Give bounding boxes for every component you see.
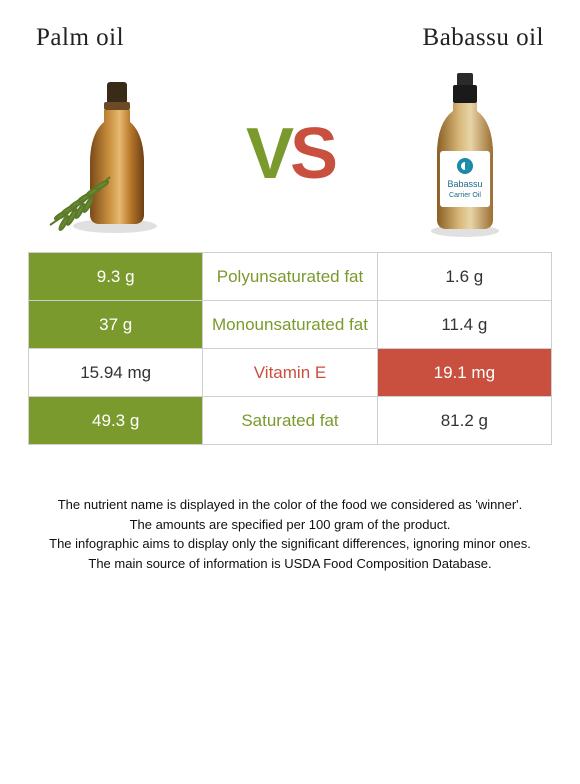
left-value: 9.3 g xyxy=(29,253,203,301)
right-value: 1.6 g xyxy=(377,253,551,301)
vs-label: VS xyxy=(246,118,334,190)
footer-line: The amounts are specified per 100 gram o… xyxy=(32,515,548,535)
svg-text:Babassu: Babassu xyxy=(447,179,482,189)
herb-sprig-icon xyxy=(40,165,120,235)
nutrient-name: Saturated fat xyxy=(203,397,377,445)
nutrient-name: Vitamin E xyxy=(203,349,377,397)
left-title: Palm oil xyxy=(36,24,124,52)
left-image xyxy=(40,69,190,239)
image-row: VS Babassu Carrier Oil xyxy=(28,64,552,244)
table-row: 49.3 gSaturated fat81.2 g xyxy=(29,397,552,445)
right-value: 81.2 g xyxy=(377,397,551,445)
left-value: 49.3 g xyxy=(29,397,203,445)
babassu-oil-bottle-icon: Babassu Carrier Oil xyxy=(415,69,515,239)
table-row: 9.3 gPolyunsaturated fat1.6 g xyxy=(29,253,552,301)
footer-line: The nutrient name is displayed in the co… xyxy=(32,495,548,515)
right-value: 11.4 g xyxy=(377,301,551,349)
svg-text:Carrier Oil: Carrier Oil xyxy=(449,192,481,199)
nutrient-name: Polyunsaturated fat xyxy=(203,253,377,301)
right-title: Babassu oil xyxy=(423,24,544,52)
nutrient-name: Monounsaturated fat xyxy=(203,301,377,349)
footer-line: The main source of information is USDA F… xyxy=(32,554,548,574)
footer-notes: The nutrient name is displayed in the co… xyxy=(28,495,552,573)
left-value: 37 g xyxy=(29,301,203,349)
right-image: Babassu Carrier Oil xyxy=(390,69,540,239)
right-value: 19.1 mg xyxy=(377,349,551,397)
table-row: 37 gMonounsaturated fat11.4 g xyxy=(29,301,552,349)
table-row: 15.94 mgVitamin E19.1 mg xyxy=(29,349,552,397)
title-row: Palm oil Babassu oil xyxy=(28,24,552,52)
nutrient-table: 9.3 gPolyunsaturated fat1.6 g37 gMonouns… xyxy=(28,252,552,445)
left-value: 15.94 mg xyxy=(29,349,203,397)
footer-line: The infographic aims to display only the… xyxy=(32,534,548,554)
